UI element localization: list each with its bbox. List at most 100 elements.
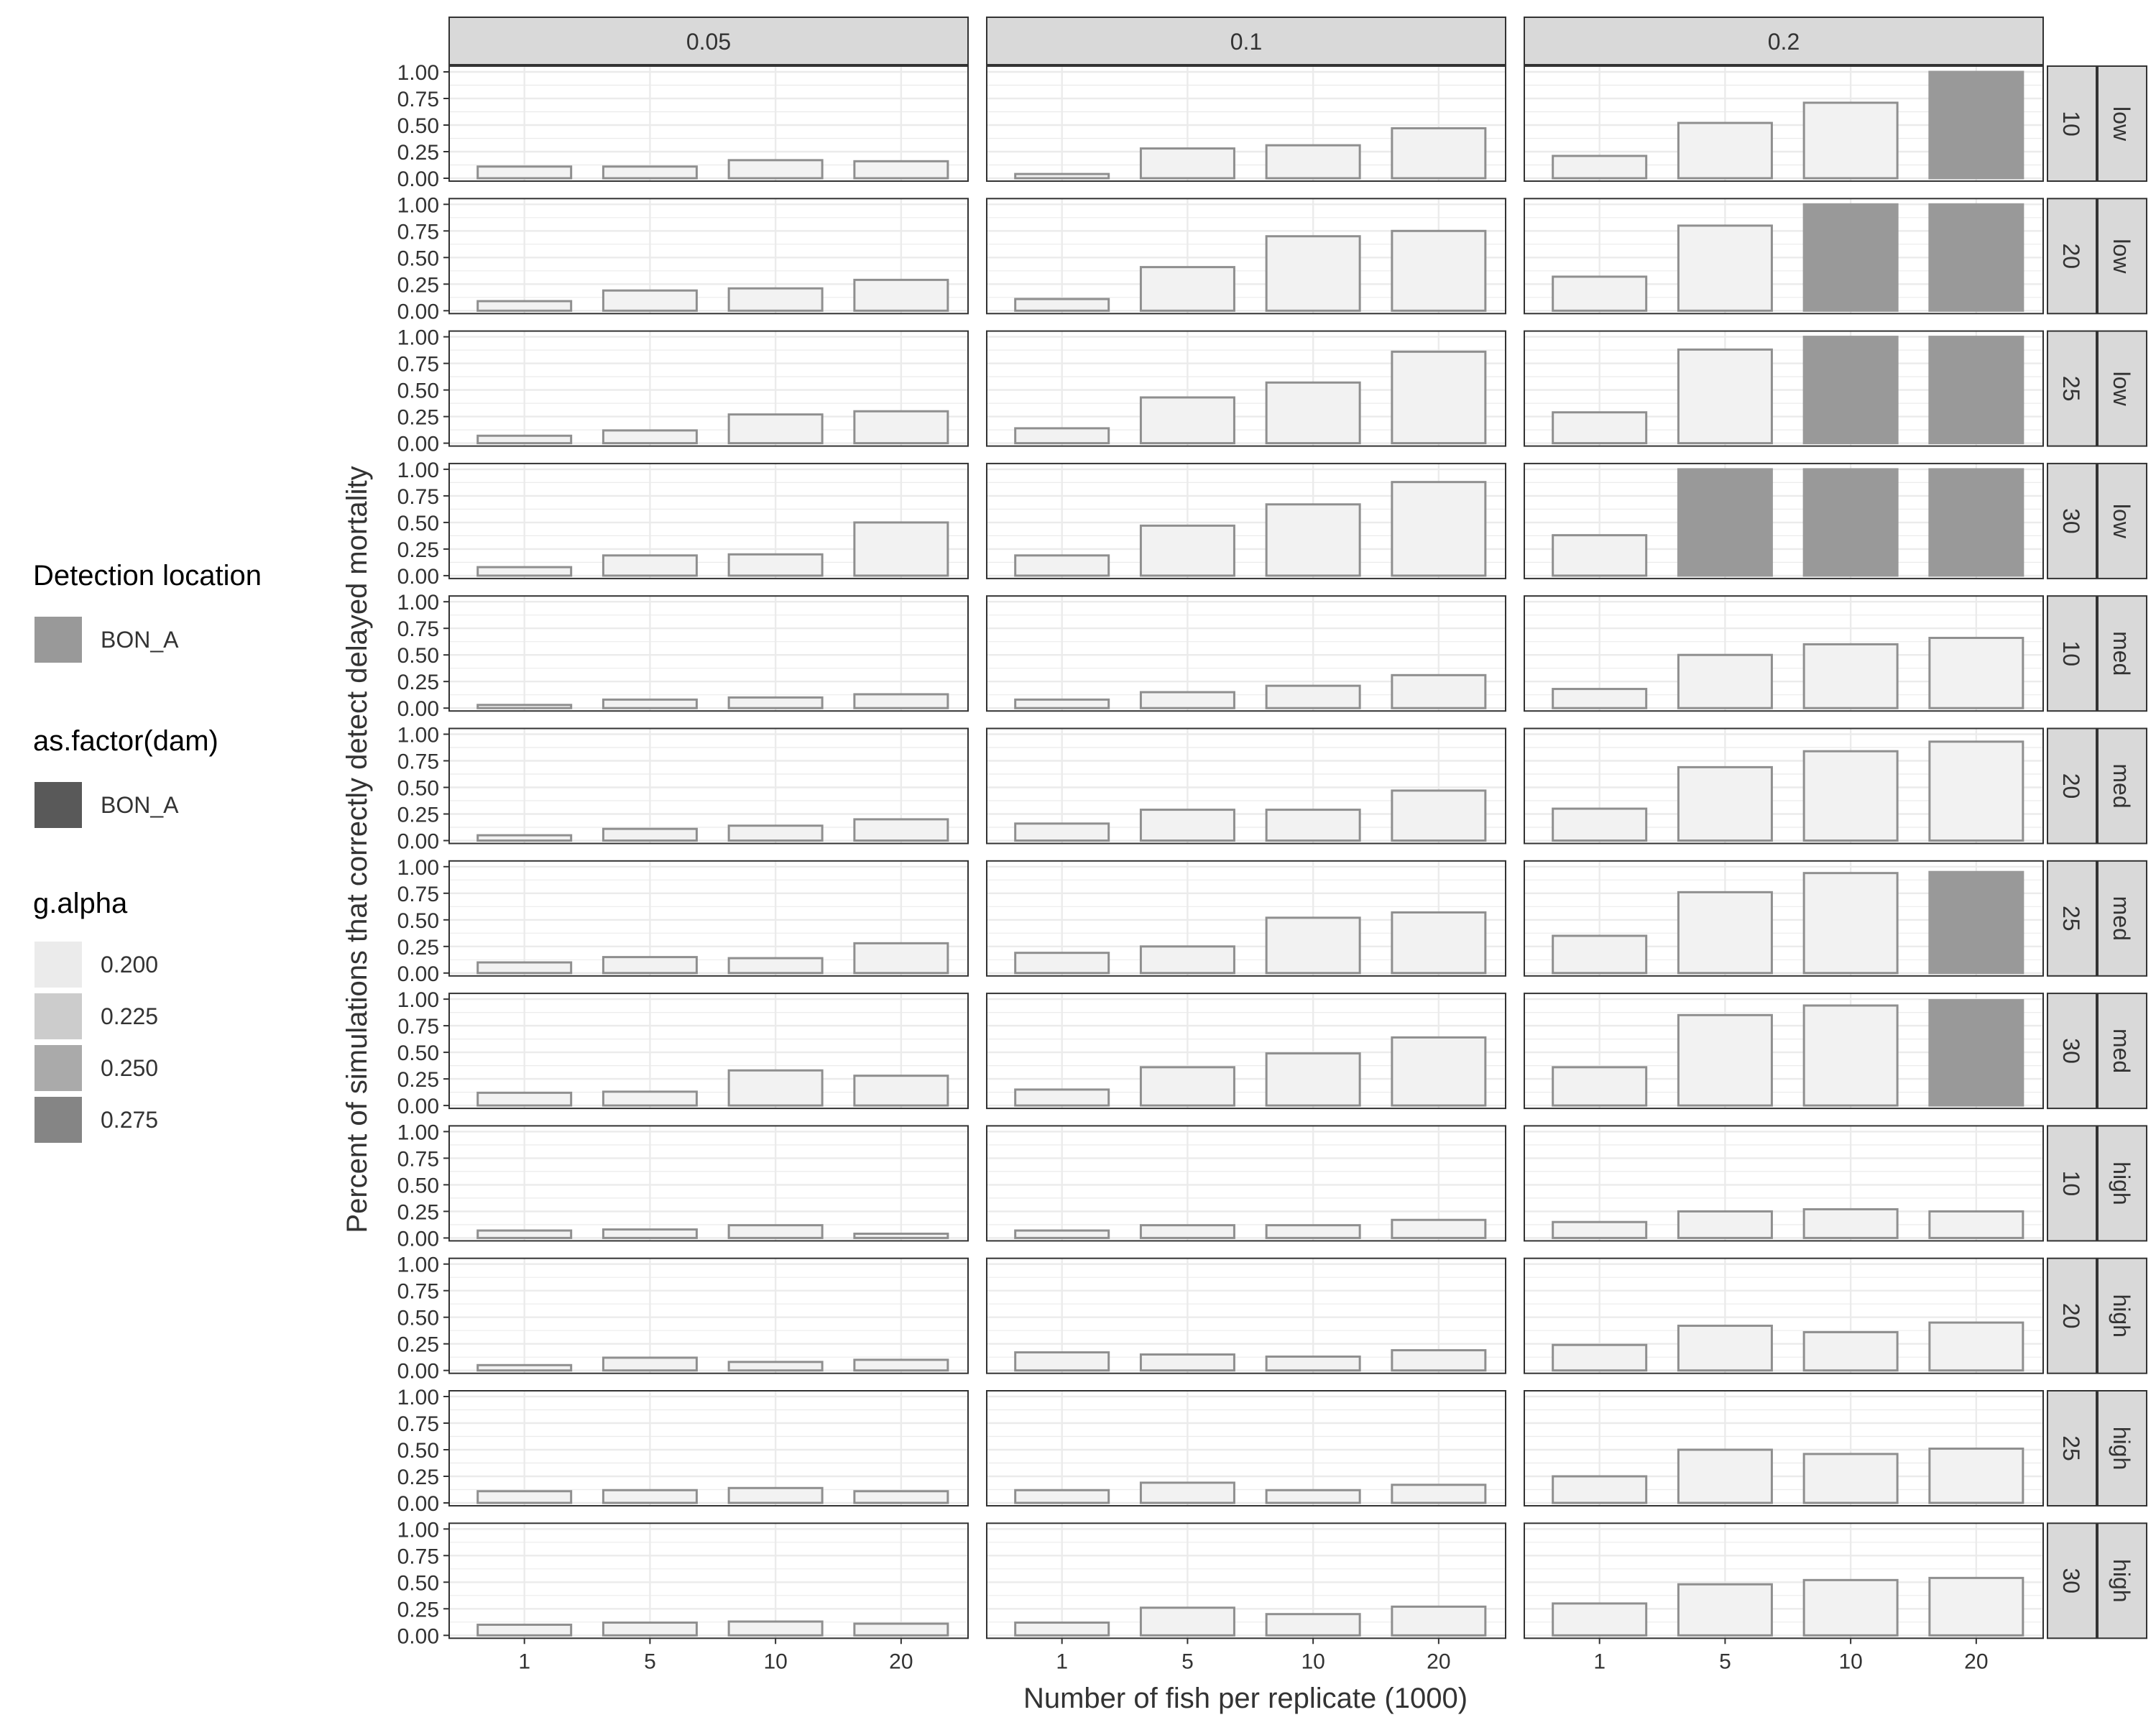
row-strip-level-label: low: [2109, 106, 2134, 142]
bar: [1014, 1622, 1110, 1637]
bar: [1928, 1321, 2024, 1372]
bar: [1391, 481, 1487, 577]
bar: [476, 704, 573, 709]
row-strip-n-label: 10: [2058, 111, 2084, 137]
legend-key: [34, 1045, 82, 1091]
y-tick-label: 0.00: [397, 962, 439, 986]
bar: [1802, 750, 1899, 842]
panel-border: [986, 1125, 1506, 1242]
panel-border: [448, 595, 969, 712]
legend-title: as.factor(dam): [33, 725, 218, 757]
bar: [1928, 999, 2024, 1107]
bar: [602, 698, 698, 709]
y-tick-label: 0.00: [397, 697, 439, 721]
bar: [602, 1090, 698, 1107]
y-tick-label: 0.75: [397, 883, 439, 906]
row-strip-level: [2097, 1390, 2147, 1506]
bar: [727, 1620, 824, 1637]
bar: [853, 410, 949, 445]
bar: [1139, 809, 1235, 842]
row-strip-level: [2097, 330, 2147, 447]
y-tick-label: 0.75: [397, 1280, 439, 1304]
bar: [476, 300, 573, 312]
y-axis-title: Percent of simulations that correctly de…: [341, 466, 373, 1233]
panel-border: [448, 993, 969, 1110]
panel-border: [986, 727, 1506, 845]
bar: [1677, 224, 1773, 312]
column-strip-label: 0.2: [1768, 29, 1800, 55]
bar: [1265, 809, 1361, 842]
bar: [727, 159, 824, 180]
bar: [727, 1361, 824, 1372]
x-tick-label: 5: [1181, 1650, 1194, 1673]
row-strip-n: [2047, 65, 2097, 182]
y-tick-label: 0.50: [397, 1571, 439, 1595]
y-tick-label: 1.00: [397, 1254, 439, 1277]
bar: [853, 521, 949, 577]
bar: [602, 956, 698, 975]
bar: [1391, 789, 1487, 842]
panel-border: [1524, 595, 2044, 712]
bar: [727, 1224, 824, 1239]
bar: [853, 1075, 949, 1107]
x-tick-label: 10: [1301, 1650, 1325, 1673]
bar: [1552, 934, 1648, 975]
row-strip-n: [2047, 330, 2097, 447]
panel-border: [1524, 860, 2044, 977]
y-tick-label: 1.00: [397, 61, 439, 85]
row-strip-level: [2097, 595, 2147, 712]
legend-label: 0.225: [101, 1003, 158, 1029]
bar: [853, 942, 949, 975]
bar: [727, 413, 824, 445]
bar: [1391, 673, 1487, 709]
bar: [1552, 807, 1648, 842]
y-tick-label: 0.25: [397, 1200, 439, 1224]
row-strip-n: [2047, 1390, 2097, 1506]
legend-key: [34, 782, 82, 828]
panel-border: [1524, 1390, 2044, 1506]
bar: [1391, 1218, 1487, 1239]
legend-label: 0.200: [101, 952, 158, 978]
y-tick-label: 0.25: [397, 671, 439, 694]
bar: [1014, 698, 1110, 709]
bar: [1139, 1353, 1235, 1372]
bar: [1928, 740, 2024, 842]
bar: [1265, 916, 1361, 975]
row-strip-level-label: med: [2109, 631, 2134, 676]
row-strip-n-label: 20: [2058, 244, 2084, 270]
bar: [1802, 1578, 1899, 1637]
bar: [476, 1490, 573, 1504]
y-tick-label: 0.50: [397, 1041, 439, 1065]
row-strip-level-label: high: [2109, 1427, 2134, 1471]
panel-border: [1524, 1522, 2044, 1639]
y-tick-label: 0.25: [397, 804, 439, 827]
bar: [1802, 101, 1899, 180]
row-strip-level-label: high: [2109, 1559, 2134, 1603]
x-axis-title: Number of fish per replicate (1000): [1023, 1683, 1468, 1714]
legend-label: BON_A: [101, 792, 179, 818]
bar: [1802, 336, 1899, 445]
bar: [1802, 1453, 1899, 1504]
column-strip: [448, 17, 969, 65]
bar: [1139, 266, 1235, 312]
bar: [1802, 1004, 1899, 1107]
y-tick-label: 1.00: [397, 1386, 439, 1409]
panel-border: [448, 1522, 969, 1639]
legend-label: 0.250: [101, 1055, 158, 1081]
panel-border: [986, 1522, 1506, 1639]
panel-border: [1524, 1125, 2044, 1242]
y-tick-label: 0.00: [397, 167, 439, 191]
panel-border: [448, 1257, 969, 1374]
bar: [1265, 381, 1361, 445]
panel-border: [986, 65, 1506, 182]
panel-border: [448, 860, 969, 977]
bar: [727, 1069, 824, 1107]
bar: [1928, 468, 2024, 577]
x-tick-label: 10: [763, 1650, 787, 1673]
bar: [1928, 870, 2024, 975]
x-tick-label: 1: [1593, 1650, 1606, 1673]
y-tick-label: 1.00: [397, 856, 439, 880]
legend-key: [34, 617, 82, 663]
y-tick-label: 0.25: [397, 1466, 439, 1489]
legend-label: BON_A: [101, 627, 179, 653]
